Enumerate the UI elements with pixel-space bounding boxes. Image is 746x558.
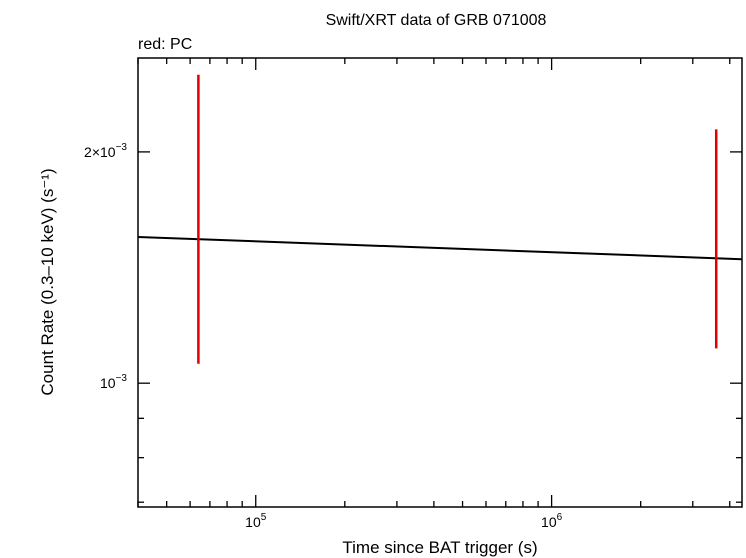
ticks bbox=[137, 58, 742, 507]
y-tick-label: 10−3 bbox=[100, 373, 127, 391]
x-axis-label: Time since BAT trigger (s) bbox=[342, 538, 537, 557]
y-tick-label: 2×10−3 bbox=[84, 142, 127, 160]
model-layer bbox=[137, 236, 743, 261]
y-axis-label: Count Rate (0.3–10 keV) (s⁻¹) bbox=[38, 168, 57, 395]
model-line bbox=[137, 236, 743, 261]
chart-subtitle: red: PC bbox=[138, 36, 192, 53]
plot-frame bbox=[137, 57, 743, 508]
chart-title: Swift/XRT data of GRB 071008 bbox=[326, 12, 547, 29]
tick-labels: 105 106 10−3 2×10−3 bbox=[84, 142, 563, 530]
x-tick-label: 105 bbox=[245, 512, 267, 530]
x-tick-label: 106 bbox=[541, 512, 563, 530]
error-bar-layer bbox=[197, 74, 718, 364]
